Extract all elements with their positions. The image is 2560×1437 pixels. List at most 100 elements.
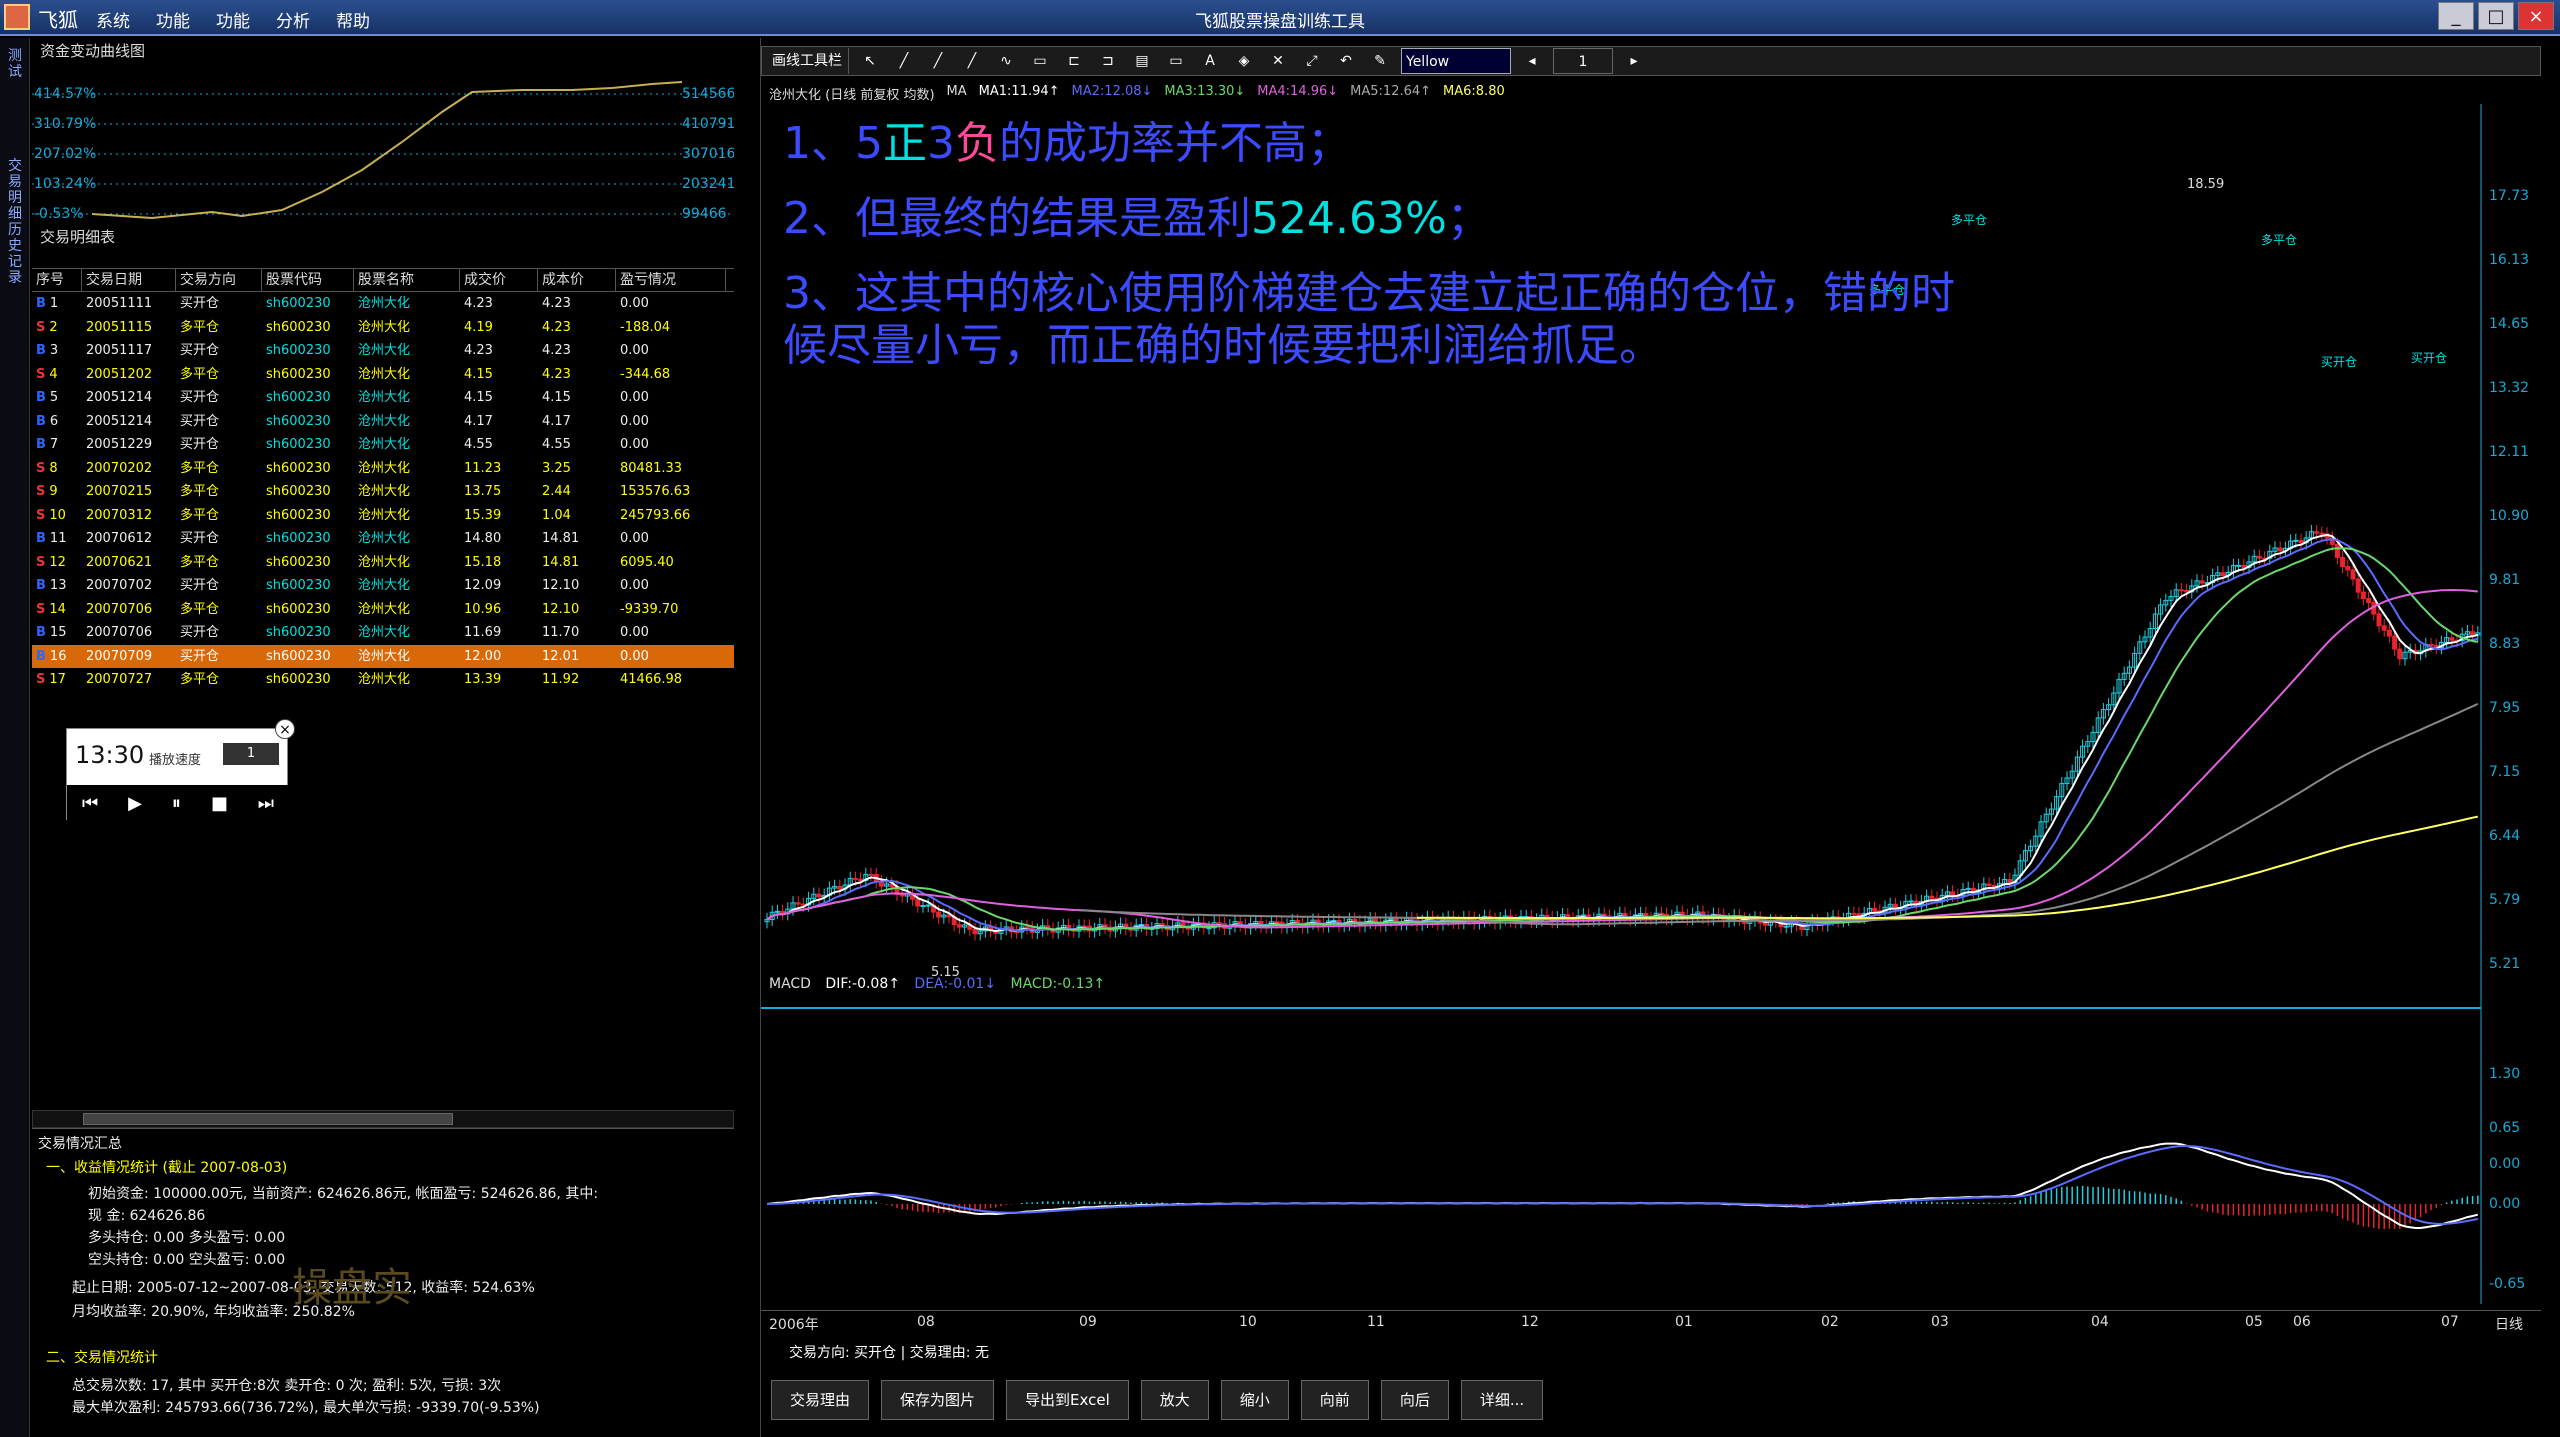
col-header-direction[interactable]: 交易方向	[176, 269, 262, 291]
menu-system[interactable]: 系统	[96, 12, 130, 32]
first-frame-icon[interactable]: ⏮	[81, 792, 99, 814]
col-header-no[interactable]: 序号	[32, 269, 82, 291]
close-button[interactable]: ×	[2518, 2, 2554, 30]
side-marker: B	[36, 413, 46, 429]
wave-tool-icon[interactable]: ∿	[1000, 53, 1012, 69]
pointer-tool-icon[interactable]: ↖	[864, 53, 876, 69]
table-row[interactable]: B 3 20051117 买开仓 sh600230 沧州大化 4.23 4.23 0.00	[32, 339, 734, 363]
cell-cost: 1.04	[542, 507, 571, 523]
channel2-tool-icon[interactable]: ⊐	[1102, 53, 1114, 69]
channel-tool-icon[interactable]: ⊏	[1068, 53, 1080, 69]
table-row[interactable]: S 10 20070312 多平仓 sh600230 沧州大化 15.39 1.04 24579…	[32, 504, 734, 528]
table-horizontal-scrollbar[interactable]	[32, 1110, 734, 1128]
cell-cost: 4.23	[542, 296, 571, 311]
segment-tool-icon[interactable]: ╱	[967, 53, 977, 69]
detail-button[interactable]: 详细...	[1460, 1380, 1544, 1420]
date-label: 11	[1367, 1314, 1385, 1330]
player-close-button[interactable]: ×	[275, 719, 295, 739]
table-row[interactable]: B 16 20070709 买开仓 sh600230 沧州大化 12.00 12.01 0.00	[32, 644, 734, 668]
table-row[interactable]: B 7 20051229 买开仓 sh600230 沧州大化 4.55 4.55 0.00	[32, 433, 734, 457]
table-row[interactable]: S 2 20051115 多平仓 sh600230 沧州大化 4.19 4.23 -188.04	[32, 316, 734, 340]
maximize-button[interactable]: □	[2478, 2, 2514, 30]
menu-function-2[interactable]: 功能	[216, 12, 250, 32]
table-row[interactable]: S 8 20070202 多平仓 sh600230 沧州大化 11.23 3.25 80481.…	[32, 457, 734, 481]
col-header-cost[interactable]: 成本价	[538, 269, 616, 291]
date-label: 02	[1821, 1314, 1839, 1330]
save-image-button[interactable]: 保存为图片	[881, 1380, 995, 1420]
candle-body	[2069, 770, 2075, 779]
table-row[interactable]: B 11 20070612 买开仓 sh600230 沧州大化 14.80 14.81 0.00	[32, 527, 734, 551]
date-label: 2006年	[769, 1317, 819, 1333]
text-tool-icon[interactable]: A	[1205, 53, 1215, 69]
line-width-input[interactable]: 1	[1553, 48, 1613, 74]
price-axis-label: 17.73	[2489, 188, 2529, 204]
stop-icon[interactable]: ■	[210, 792, 228, 814]
cell-price: 4.23	[464, 343, 493, 358]
play-icon[interactable]: ▶	[128, 792, 142, 814]
menu-function-1[interactable]: 功能	[156, 12, 190, 32]
col-header-name[interactable]: 股票名称	[354, 269, 460, 291]
tab-test[interactable]: 测试	[8, 48, 22, 80]
table-row[interactable]: S 4 20051202 多平仓 sh600230 沧州大化 4.15 4.23 -344.68	[32, 363, 734, 387]
table-row[interactable]: S 17 20070727 多平仓 sh600230 沧州大化 13.39 11.92 4146…	[32, 668, 734, 692]
player-speed-label: 播放速度	[149, 753, 202, 768]
trade-reason-button[interactable]: 交易理由	[771, 1380, 870, 1420]
minimize-button[interactable]: _	[2438, 2, 2474, 30]
line-tool-icon[interactable]: ╱	[899, 53, 909, 69]
cell-cost: 14.81	[542, 554, 580, 570]
cell-pnl: 6095.40	[620, 554, 674, 570]
fund-y-right-label: 307016	[682, 146, 734, 162]
candle-body	[2085, 741, 2091, 747]
rect-tool-icon[interactable]: ▭	[1033, 53, 1047, 69]
ray-tool-icon[interactable]: ╱	[933, 53, 943, 69]
cell-price: 13.75	[464, 484, 502, 499]
delete-tool-icon[interactable]: ✕	[1272, 53, 1284, 69]
color-select[interactable]: Yellow	[1401, 48, 1511, 74]
table-row[interactable]: S 14 20070706 多平仓 sh600230 沧州大化 10.96 12.10 -933…	[32, 598, 734, 622]
col-header-pnl[interactable]: 盈亏情况	[616, 269, 726, 291]
backward-button[interactable]: 向后	[1380, 1380, 1449, 1420]
ma-label: MA	[946, 84, 967, 99]
resize-tool-icon[interactable]: ⤢	[1306, 53, 1318, 69]
candle-body	[1274, 921, 1280, 924]
table-row[interactable]: B 1 20051111 买开仓 sh600230 沧州大化 4.23 4.23 0.00	[32, 292, 734, 316]
arrow-right-icon[interactable]: ▸	[1630, 53, 1638, 69]
table-row[interactable]: B 13 20070702 买开仓 sh600230 沧州大化 12.09 12.10 0.00	[32, 574, 734, 598]
table-row[interactable]: S 12 20070621 多平仓 sh600230 沧州大化 15.18 14.81 6095…	[32, 551, 734, 575]
table-row[interactable]: B 6 20051214 买开仓 sh600230 沧州大化 4.17 4.17 0.00	[32, 410, 734, 434]
zoom-out-button[interactable]: 缩小	[1220, 1380, 1289, 1420]
scrollbar-thumb[interactable]	[83, 1113, 453, 1125]
export-excel-button[interactable]: 导出到Excel	[1006, 1380, 1129, 1420]
mark-tool-icon[interactable]: ◈	[1238, 53, 1250, 69]
arrow-left-icon[interactable]: ◂	[1528, 53, 1536, 69]
last-frame-icon[interactable]: ⏭	[257, 792, 274, 814]
zoom-in-button[interactable]: 放大	[1140, 1380, 1209, 1420]
undo-tool-icon[interactable]: ↶	[1340, 53, 1352, 69]
grid-tool-icon[interactable]: ▤	[1135, 53, 1149, 69]
box-tool-icon[interactable]: ▭	[1169, 53, 1183, 69]
tab-trade-history[interactable]: 交易明细历史记录	[8, 158, 22, 286]
menu-analysis[interactable]: 分析	[276, 12, 310, 32]
col-header-code[interactable]: 股票代码	[262, 269, 354, 291]
kline-chart[interactable]: 17.73 16.13 14.65 13.32 12.11 10.90 9.81 8.83 7.…	[761, 104, 2560, 1344]
cell-price: 4.17	[464, 413, 493, 429]
table-row[interactable]: B 15 20070706 买开仓 sh600230 沧州大化 11.69 11.70 0.00	[32, 621, 734, 645]
table-row[interactable]: S 9 20070215 多平仓 sh600230 沧州大化 13.75 2.44 153576…	[32, 480, 734, 504]
candle-body	[2314, 531, 2320, 534]
summary-line: 多头持仓: 0.00 多头盈亏: 0.00	[88, 1230, 286, 1246]
cell-pnl: 0.00	[620, 413, 649, 429]
player-speed-spinner[interactable]: 1	[223, 743, 279, 765]
summary-section2-title: 二、交易情况统计	[46, 1350, 158, 1366]
candles-group	[764, 525, 2481, 941]
pen-tool-icon[interactable]: ✎	[1374, 53, 1386, 69]
cell-pnl: 0.00	[620, 343, 649, 358]
table-row[interactable]: B 5 20051214 买开仓 sh600230 沧州大化 4.15 4.15 0.00	[32, 386, 734, 410]
menu-help[interactable]: 帮助	[336, 12, 370, 32]
cell-name: 沧州大化	[358, 601, 411, 617]
col-header-price[interactable]: 成交价	[460, 269, 538, 291]
col-header-date[interactable]: 交易日期	[82, 269, 176, 291]
pause-icon[interactable]: ⏸	[171, 792, 181, 814]
candle-body	[2298, 539, 2304, 544]
forward-button[interactable]: 向前	[1300, 1380, 1369, 1420]
